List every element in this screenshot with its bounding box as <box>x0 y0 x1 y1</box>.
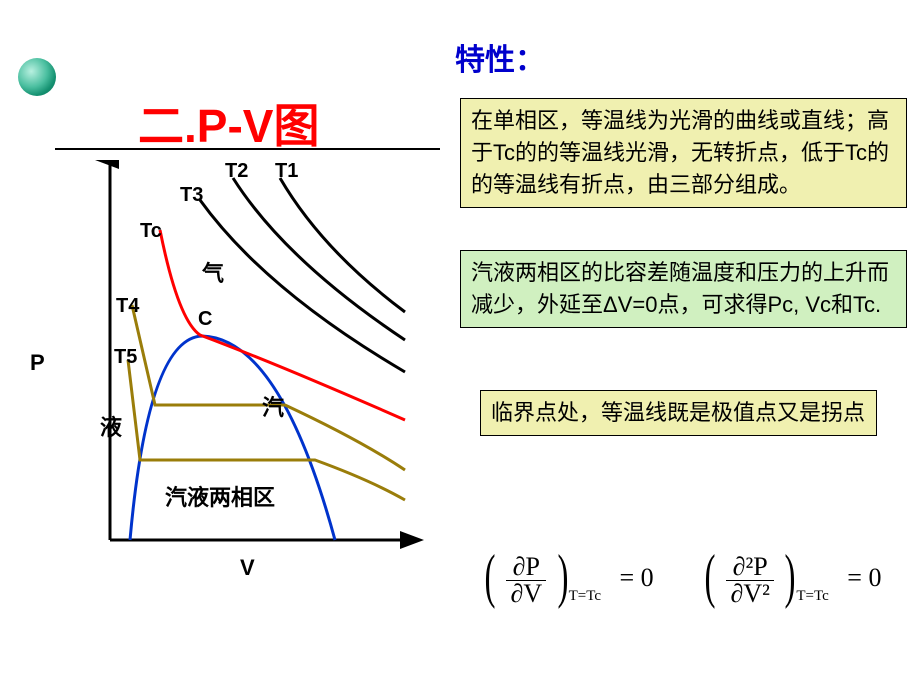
label-vapor: 汽 <box>262 390 284 422</box>
isotherm-t1 <box>280 178 405 312</box>
isotherm-t4 <box>132 305 405 470</box>
f1-den: ∂V <box>506 580 546 607</box>
label-t5: T5 <box>114 346 137 369</box>
f2-num: ∂²P <box>726 554 773 580</box>
label-t4: T4 <box>116 295 139 318</box>
label-tc: Tc <box>140 220 162 243</box>
f1-rhs: = 0 <box>620 563 654 592</box>
label-gas: 气 <box>202 256 224 288</box>
x-axis-label: V <box>240 555 255 581</box>
note-box-2: 汽液两相区的比容差随温度和压力的上升而减少，外延至ΔV=0点，可求得Pc, Vc… <box>460 250 907 328</box>
pv-diagram: P V T1 T2 T3 Tc T4 T5 C 气 汽 液 汽液两相区 <box>70 160 440 580</box>
label-two-phase: 汽液两相区 <box>165 480 275 512</box>
note-box-3: 临界点处，等温线既是极值点又是拐点 <box>480 390 877 436</box>
label-t2: T2 <box>225 160 248 183</box>
formula-2: ( ∂²P ∂V² )T=Tc = 0 <box>700 530 889 605</box>
section-header: 特性： <box>455 35 545 79</box>
f2-sub: T=Tc <box>796 588 828 604</box>
label-t3: T3 <box>180 184 203 207</box>
label-c-point: C <box>198 308 212 331</box>
pv-svg <box>70 160 440 580</box>
label-liquid: 液 <box>100 410 122 442</box>
f2-den: ∂V² <box>726 580 773 607</box>
y-axis-label: P <box>30 350 45 376</box>
isotherm-t5 <box>128 360 405 500</box>
f1-sub: T=Tc <box>569 588 601 604</box>
note-box-1: 在单相区，等温线为光滑的曲线或直线；高于Tc的的等温线光滑，无转折点，低于Tc的… <box>460 98 907 208</box>
formula-1: ( ∂P ∂V )T=Tc = 0 <box>480 530 662 605</box>
bullet-icon <box>18 58 56 96</box>
slide-title: 二.P-V图 <box>138 90 319 156</box>
label-t1: T1 <box>275 160 298 183</box>
f1-num: ∂P <box>506 554 546 580</box>
title-underline <box>55 148 440 150</box>
f2-rhs: = 0 <box>847 563 881 592</box>
